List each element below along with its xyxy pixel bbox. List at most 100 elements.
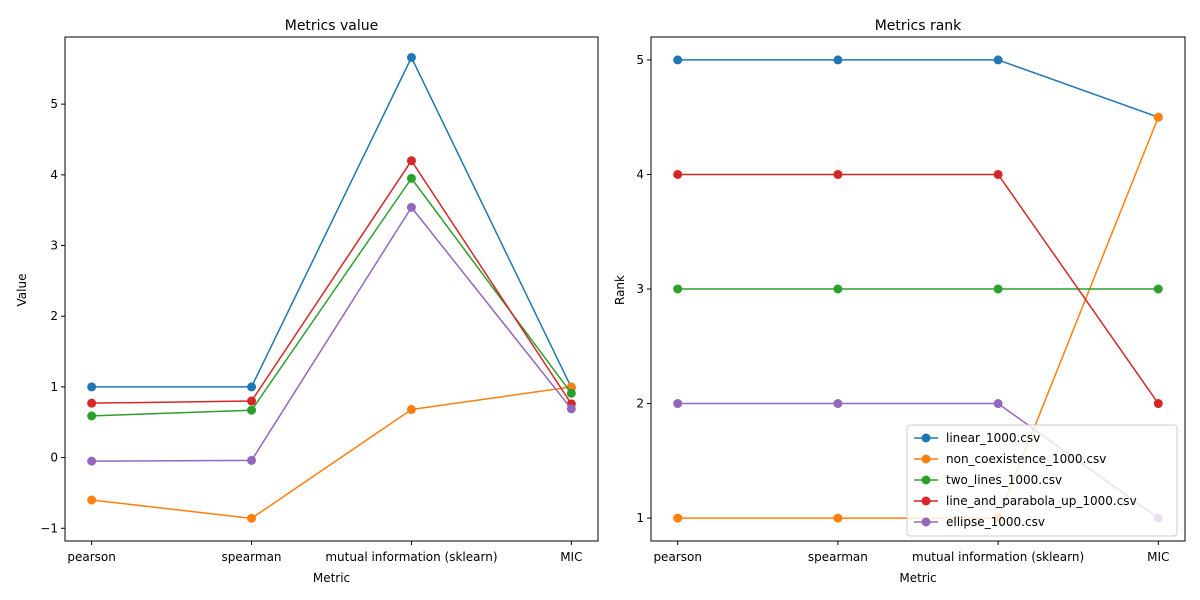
- right-y-tick-label: 5: [636, 53, 644, 67]
- left-series-ellipse-1000-csv: [87, 202, 576, 466]
- legend-marker-swatch: [921, 433, 931, 443]
- left-series-two-lines-1000-csv: [87, 173, 576, 421]
- left-data-point: [87, 495, 97, 505]
- left-y-tick-label: 5: [50, 97, 58, 111]
- right-series-group: [673, 55, 1163, 523]
- right-x-tick-label: MIC: [1147, 550, 1169, 564]
- right-y-axis-label: Rank: [613, 275, 627, 305]
- legend-marker-swatch: [921, 475, 931, 485]
- right-data-point: [993, 55, 1003, 65]
- right-data-point: [673, 399, 683, 409]
- left-data-point: [247, 382, 257, 392]
- left-x-tick-label: pearson: [67, 550, 116, 564]
- left-data-point: [566, 404, 576, 414]
- right-y-ticks: 1 2 3 4 5: [636, 53, 651, 525]
- left-series-line: [91, 56, 573, 388]
- right-x-tick-label: mutual information (sklearn): [912, 550, 1084, 564]
- left-data-point: [566, 388, 576, 398]
- right-data-point: [833, 169, 843, 179]
- left-data-point: [87, 382, 97, 392]
- left-data-point: [87, 398, 97, 408]
- legend-item: line_and_parabola_up_1000.csv: [914, 494, 1137, 508]
- right-y-tick-label: 4: [636, 167, 644, 181]
- legend: linear_1000.csv non_coexistence_1000.csvt…: [906, 424, 1178, 537]
- legend-box: [906, 424, 1178, 537]
- right-x-axis-label: Metric: [899, 571, 936, 585]
- left-y-axis-label: Value: [15, 274, 29, 307]
- right-data-point: [833, 55, 843, 65]
- legend-label: line_and_parabola_up_1000.csv: [946, 494, 1137, 508]
- legend-marker-swatch: [921, 517, 931, 527]
- left-series-non-coexistence-1000-csv: [87, 382, 576, 523]
- left-chart-title: Metrics value: [285, 18, 379, 34]
- legend-label: two_lines_1000.csv: [946, 473, 1062, 487]
- right-data-point: [833, 399, 843, 409]
- left-series-line: [91, 206, 572, 462]
- right-x-ticks: pearson spearman mutual information (sklea…: [653, 541, 1169, 564]
- right-y-tick-label: 2: [636, 397, 644, 411]
- left-y-tick-label: 0: [50, 451, 58, 465]
- legend-label: ellipse_1000.csv: [946, 515, 1045, 529]
- legend-marker-swatch: [921, 454, 931, 464]
- right-x-tick-label: pearson: [653, 550, 702, 564]
- left-y-tick-label: 2: [50, 309, 58, 323]
- left-data-point: [247, 513, 257, 523]
- left-data-point: [87, 456, 97, 466]
- legend-item: ellipse_1000.csv: [914, 515, 1045, 529]
- left-chart: Metrics value Metric Value −1 0 1 2 3 4 5 pear…: [15, 18, 599, 585]
- left-data-point: [406, 202, 416, 212]
- right-data-point: [673, 55, 683, 65]
- left-data-point: [406, 405, 416, 415]
- left-data-point: [247, 396, 257, 406]
- right-data-point: [833, 284, 843, 294]
- right-series-line: [677, 173, 1159, 404]
- left-data-point: [87, 411, 97, 421]
- left-y-tick-label: 1: [50, 380, 58, 394]
- right-chart: Metrics rank Metric Rank 1 2 3 4 5 pearson sp…: [613, 18, 1186, 585]
- right-data-point: [993, 284, 1003, 294]
- left-x-axis-label: Metric: [313, 571, 350, 585]
- left-series-line: [91, 177, 572, 417]
- right-data-point: [673, 284, 683, 294]
- left-x-tick-label: spearman: [222, 550, 282, 564]
- right-x-tick-label: spearman: [808, 550, 868, 564]
- left-y-ticks: −1 0 1 2 3 4 5: [40, 97, 65, 535]
- right-data-point: [1153, 284, 1163, 294]
- left-data-point: [247, 405, 257, 415]
- left-series-line: [91, 159, 572, 405]
- right-data-point: [1153, 399, 1163, 409]
- left-y-tick-label: 4: [50, 168, 58, 182]
- right-data-point: [673, 513, 683, 523]
- left-y-tick-label: −1: [40, 521, 58, 535]
- left-data-point: [406, 156, 416, 166]
- left-x-ticks: pearson spearman mutual information (sklea…: [67, 541, 582, 564]
- legend-marker-swatch: [921, 496, 931, 506]
- left-plot-frame: [64, 36, 599, 542]
- left-series-group: [87, 52, 576, 523]
- left-data-point: [247, 455, 257, 465]
- legend-item: non_coexistence_1000.csv: [914, 452, 1106, 466]
- left-series-line: [91, 386, 572, 520]
- left-x-tick-label: MIC: [560, 550, 582, 564]
- left-data-point: [406, 173, 416, 183]
- right-series-line-and-parabola-up-1000-csv: [673, 169, 1163, 409]
- left-x-tick-label: mutual information (sklearn): [325, 550, 497, 564]
- legend-items: linear_1000.csv non_coexistence_1000.csvt…: [914, 431, 1137, 529]
- left-data-point: [406, 52, 416, 62]
- right-plot-frame: [650, 36, 1186, 542]
- right-data-point: [993, 169, 1003, 179]
- right-data-point: [673, 169, 683, 179]
- right-chart-title: Metrics rank: [875, 18, 962, 34]
- legend-item: linear_1000.csv: [914, 431, 1040, 445]
- right-data-point: [833, 513, 843, 523]
- legend-label: non_coexistence_1000.csv: [946, 452, 1106, 466]
- right-series-line: [677, 59, 1159, 118]
- left-y-tick-label: 3: [50, 239, 58, 253]
- legend-label: linear_1000.csv: [946, 431, 1040, 445]
- right-data-point: [993, 399, 1003, 409]
- right-y-tick-label: 3: [636, 282, 644, 296]
- right-data-point: [1153, 112, 1163, 122]
- right-y-tick-label: 1: [636, 511, 644, 525]
- legend-item: two_lines_1000.csv: [914, 473, 1062, 487]
